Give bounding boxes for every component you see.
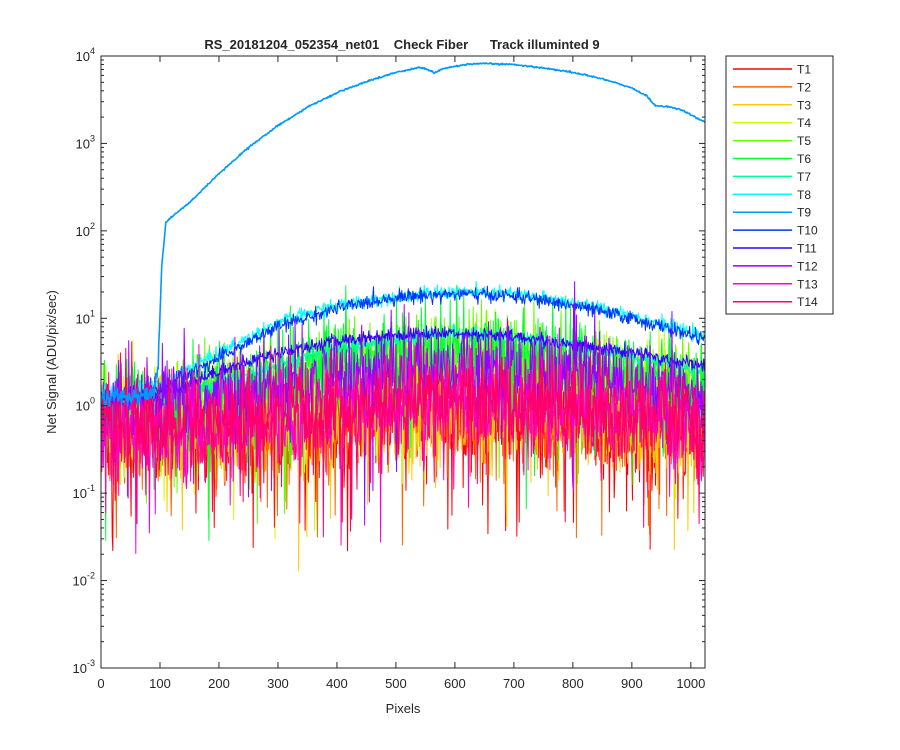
legend-label-t5: T5 bbox=[797, 134, 811, 148]
x-tick-label: 800 bbox=[562, 676, 584, 691]
legend-label-t4: T4 bbox=[797, 116, 811, 130]
legend-label-t8: T8 bbox=[797, 188, 811, 202]
series-line-t11 bbox=[101, 325, 705, 413]
x-tick-label: 500 bbox=[385, 676, 407, 691]
legend-label-t6: T6 bbox=[797, 152, 811, 166]
legend-label-t9: T9 bbox=[797, 206, 811, 220]
legend-label-t10: T10 bbox=[797, 224, 818, 238]
x-tick-label: 100 bbox=[149, 676, 171, 691]
x-axis-label: Pixels bbox=[386, 701, 421, 716]
legend-label-t11: T11 bbox=[797, 242, 817, 256]
series-layer bbox=[101, 61, 705, 572]
y-tick-label: 103 bbox=[76, 133, 95, 151]
y-tick-label: 100 bbox=[76, 396, 95, 414]
series-line-t10 bbox=[101, 285, 705, 406]
x-tick-label: 700 bbox=[503, 676, 525, 691]
y-tick-label: 101 bbox=[76, 308, 95, 326]
legend-label-t7: T7 bbox=[797, 170, 811, 184]
x-tick-label: 200 bbox=[208, 676, 230, 691]
x-tick-label: 1000 bbox=[676, 676, 705, 691]
legend-label-t1: T1 bbox=[797, 63, 811, 77]
x-tick-label: 300 bbox=[267, 676, 289, 691]
axes-box bbox=[100, 55, 706, 669]
y-tick-label: 10-2 bbox=[73, 571, 95, 589]
series-line-t14 bbox=[101, 340, 705, 538]
x-tick-label: 900 bbox=[621, 676, 643, 691]
legend-label-t2: T2 bbox=[797, 80, 811, 94]
series-line-t9 bbox=[101, 61, 705, 408]
legend: T1 T2 T3 T4 T5 T6 T7 T8 T9 T10 T11 T12 T13 T14 bbox=[725, 55, 834, 315]
x-tick-labels: 0 100 200 300 400 500 600 700 800 900 1000 bbox=[97, 676, 705, 691]
legend-label-t14: T14 bbox=[797, 295, 818, 309]
y-tick-label: 102 bbox=[76, 221, 95, 239]
legend-label-t13: T13 bbox=[797, 277, 818, 291]
y-tick-labels: 10-3 10-2 10-1 100 101 102 103 104 bbox=[73, 46, 95, 676]
legend-label-t12: T12 bbox=[797, 259, 818, 273]
plot-area bbox=[100, 55, 706, 669]
y-tick-label: 10-1 bbox=[73, 483, 95, 501]
y-tick-label: 10-3 bbox=[73, 658, 95, 676]
x-tick-label: 0 bbox=[97, 676, 104, 691]
legend-label-t3: T3 bbox=[797, 98, 811, 112]
x-tick-label: 600 bbox=[444, 676, 466, 691]
y-tick-label: 104 bbox=[76, 46, 95, 64]
x-tick-label: 400 bbox=[326, 676, 348, 691]
legend-box bbox=[725, 55, 834, 315]
y-axis-label: Net Signal (ADU/pix/sec) bbox=[44, 290, 59, 434]
chart-title: RS_20181204_052354_net01 Check Fiber Tra… bbox=[204, 37, 599, 52]
legend-items: T1 T2 T3 T4 T5 T6 T7 T8 T9 T10 T11 T12 T13 T14 bbox=[733, 63, 818, 309]
